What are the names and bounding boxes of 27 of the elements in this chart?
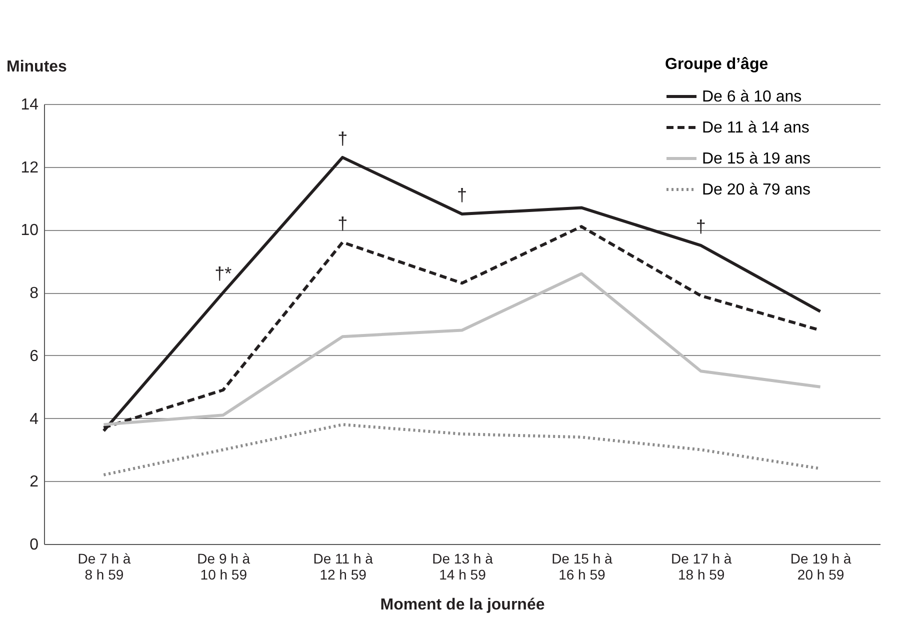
y-tick-label: 14 [20, 96, 39, 114]
legend-label: De 15 à 19 ans [702, 150, 811, 168]
x-axis-title: Moment de la journée [380, 596, 545, 614]
y-tick-label: 12 [20, 159, 39, 176]
x-tick-label: De 7 h à 8 h 59 [78, 550, 131, 582]
y-tick-label: 6 [30, 348, 39, 365]
x-tick-label: De 17 h à 18 h 59 [671, 550, 732, 582]
y-tick-label: 10 [20, 222, 39, 240]
x-tick-label: De 9 h à 10 h 59 [197, 550, 250, 582]
x-tick-label: De 19 h à 20 h 59 [790, 550, 852, 582]
y-tick-label: 0 [30, 536, 39, 554]
y-tick-label: 2 [30, 474, 39, 491]
annotation: † [696, 216, 706, 236]
y-tick-label: 8 [30, 285, 39, 302]
legend-label: De 6 à 10 ans [702, 88, 802, 106]
legend-title: Groupe d’âge [665, 56, 768, 73]
x-tick-label: De 13 h à 14 h 59 [432, 550, 494, 582]
annotation: † [338, 128, 348, 148]
annotation: † [456, 185, 468, 205]
y-tick-label: 4 [30, 410, 39, 428]
legend-label: De 20 à 79 ans [702, 182, 811, 198]
y-axis-title: Minutes [6, 58, 68, 76]
legend-label: De 11 à 14 ans [702, 120, 810, 136]
annotation: †* [214, 264, 232, 284]
x-tick-label: De 15 h à 16 h 59 [552, 550, 612, 582]
x-tick-label: De 11 h à 12 h 59 [313, 550, 374, 582]
annotation: † [338, 213, 348, 234]
